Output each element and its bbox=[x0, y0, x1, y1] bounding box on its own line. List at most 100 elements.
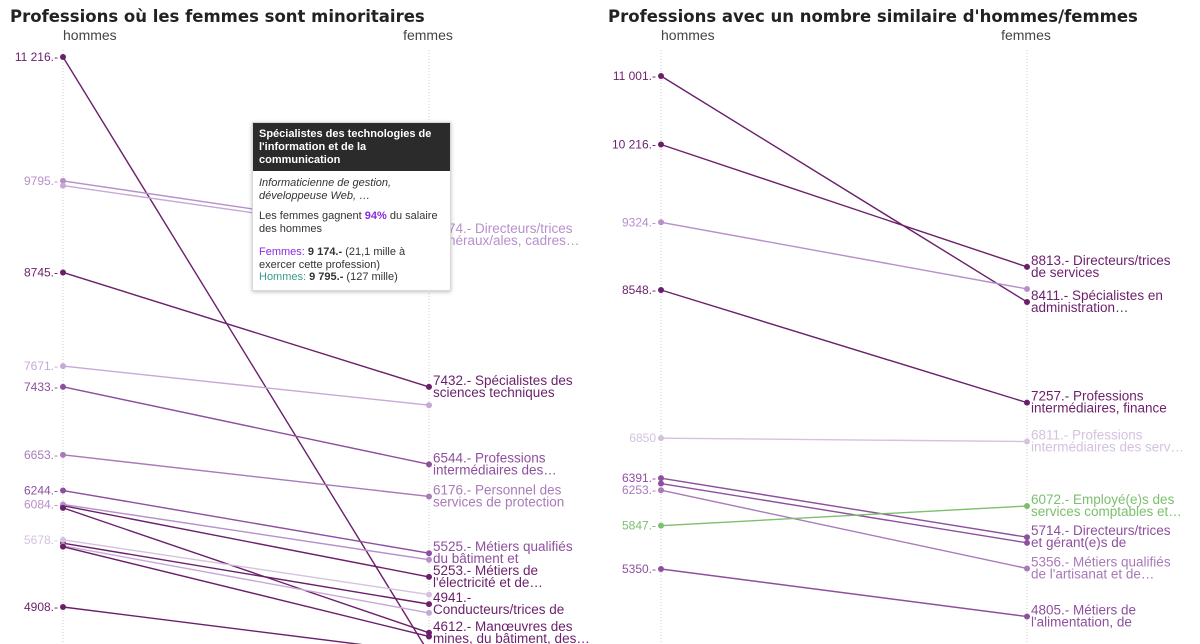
women-value-label-line: 8411.- Spécialistes en bbox=[1031, 288, 1163, 303]
women-point[interactable] bbox=[1024, 539, 1030, 546]
women-point[interactable] bbox=[1024, 399, 1030, 406]
women-point[interactable] bbox=[1024, 263, 1030, 270]
men-value-label: 5350.- bbox=[622, 562, 656, 576]
tooltip-men-label: Hommes: bbox=[259, 271, 307, 283]
men-point[interactable] bbox=[60, 504, 66, 511]
tooltip-women-detail: (21,1 mille à exercer cette profession) bbox=[259, 246, 406, 271]
women-value-label-line: 7257.- Professions bbox=[1031, 389, 1144, 404]
men-point[interactable] bbox=[658, 566, 664, 572]
men-point[interactable] bbox=[60, 543, 66, 550]
slope-line[interactable] bbox=[62, 489, 430, 554]
slope-line[interactable] bbox=[660, 75, 1028, 303]
slope-line[interactable] bbox=[660, 482, 1028, 544]
men-value-label: 6244.- bbox=[24, 484, 58, 498]
women-point[interactable] bbox=[426, 461, 432, 468]
men-point[interactable] bbox=[658, 287, 664, 294]
men-value-label: 8745.- bbox=[24, 265, 58, 279]
women-point[interactable] bbox=[426, 633, 432, 640]
slope-line[interactable] bbox=[660, 437, 1028, 443]
men-point[interactable] bbox=[658, 219, 664, 226]
men-point[interactable] bbox=[60, 177, 66, 184]
men-point[interactable] bbox=[60, 269, 66, 276]
tooltip: Spécialistes des technologies de l'infor… bbox=[252, 122, 451, 291]
slope-line[interactable] bbox=[62, 542, 430, 605]
men-point[interactable] bbox=[60, 451, 66, 458]
women-value-label-line: Conducteurs/trices de bbox=[433, 602, 564, 617]
slope-line[interactable] bbox=[660, 143, 1028, 268]
tooltip-women-label: Femmes: bbox=[259, 246, 305, 258]
men-point[interactable] bbox=[60, 604, 66, 610]
slope-line[interactable] bbox=[660, 221, 1028, 290]
men-point[interactable] bbox=[60, 182, 66, 189]
women-point[interactable] bbox=[426, 493, 432, 500]
tooltip-men-value: 9 795.- bbox=[309, 271, 344, 283]
slope-line[interactable] bbox=[62, 539, 430, 596]
women-point[interactable] bbox=[1024, 565, 1030, 572]
women-value-label-line: intermédiaires des… bbox=[433, 462, 557, 477]
women-point[interactable] bbox=[426, 402, 432, 409]
tooltip-title: Spécialistes des technologies de l'infor… bbox=[253, 123, 450, 171]
women-value-label: 4941.-Conducteurs/trices de bbox=[433, 590, 564, 617]
women-point[interactable] bbox=[426, 550, 432, 557]
men-point[interactable] bbox=[60, 487, 66, 494]
men-point[interactable] bbox=[658, 480, 664, 487]
tooltip-examples: Informaticienne de gestion, développeuse… bbox=[259, 177, 392, 202]
slope-line[interactable] bbox=[62, 386, 430, 466]
women-value-label: 5714.- Directeurs/trices et gérant(e)s de bbox=[1031, 523, 1171, 550]
women-point[interactable] bbox=[1024, 285, 1030, 292]
slope-line[interactable] bbox=[660, 477, 1028, 538]
men-value-label: 9795.- bbox=[24, 174, 58, 188]
women-value-label-line: 4612.- Manœuvres des bbox=[433, 619, 573, 634]
slope-line[interactable] bbox=[660, 289, 1028, 404]
women-column-header: femmes bbox=[1001, 27, 1051, 43]
women-value-label: 6544.- Professions intermédiaires des… bbox=[433, 450, 557, 477]
men-point[interactable] bbox=[60, 383, 66, 390]
men-point[interactable] bbox=[60, 363, 66, 370]
women-value-label-line: 5253.- Métiers de bbox=[433, 563, 538, 578]
slope-line[interactable] bbox=[62, 365, 430, 406]
women-value-label-line: 6176.- Personnel des bbox=[433, 482, 562, 497]
slope-line[interactable] bbox=[62, 504, 430, 578]
men-column-header: hommes bbox=[661, 27, 715, 43]
slope-line[interactable] bbox=[62, 454, 430, 498]
women-value-label: 8813.- Directeurs/trices de services bbox=[1031, 253, 1171, 280]
tooltip-ratio-pct: 94% bbox=[364, 210, 387, 222]
men-point[interactable] bbox=[658, 522, 664, 529]
slope-line[interactable] bbox=[62, 507, 430, 634]
men-point[interactable] bbox=[658, 475, 664, 482]
men-value-label: 6253.- bbox=[622, 483, 656, 497]
slope-line[interactable] bbox=[62, 606, 429, 644]
women-point[interactable] bbox=[426, 609, 432, 616]
men-point[interactable] bbox=[658, 435, 664, 442]
men-point[interactable] bbox=[658, 73, 664, 79]
men-point[interactable] bbox=[60, 54, 66, 60]
slope-line[interactable] bbox=[660, 489, 1028, 570]
slope-line[interactable] bbox=[62, 545, 430, 638]
women-column-header: femmes bbox=[403, 27, 453, 43]
men-value-label: 6391.- bbox=[622, 471, 656, 485]
women-value-label-line: 5525.- Métiers qualifiés bbox=[433, 539, 573, 554]
women-point[interactable] bbox=[1024, 613, 1030, 620]
slope-line[interactable] bbox=[660, 505, 1028, 527]
women-point[interactable] bbox=[426, 383, 432, 390]
men-point[interactable] bbox=[658, 141, 664, 148]
slope-line[interactable] bbox=[62, 56, 429, 644]
women-point[interactable] bbox=[426, 601, 432, 608]
women-point[interactable] bbox=[426, 591, 432, 598]
women-point[interactable] bbox=[1024, 503, 1030, 510]
slope-line[interactable] bbox=[62, 545, 430, 614]
men-column-header: hommes bbox=[63, 27, 117, 43]
slope-line[interactable] bbox=[62, 271, 430, 388]
women-point[interactable] bbox=[1024, 438, 1030, 445]
slope-line[interactable] bbox=[660, 568, 1028, 618]
tooltip-body: Informaticienne de gestion, développeuse… bbox=[253, 171, 450, 290]
men-point[interactable] bbox=[658, 487, 664, 494]
women-value-label-line: 9174.- Directeurs/trices bbox=[433, 221, 573, 236]
slope-line[interactable] bbox=[62, 503, 430, 561]
women-point[interactable] bbox=[1024, 298, 1030, 305]
women-point[interactable] bbox=[426, 556, 432, 563]
women-point[interactable] bbox=[426, 573, 432, 580]
women-point[interactable] bbox=[1024, 534, 1030, 541]
men-point[interactable] bbox=[60, 536, 66, 543]
